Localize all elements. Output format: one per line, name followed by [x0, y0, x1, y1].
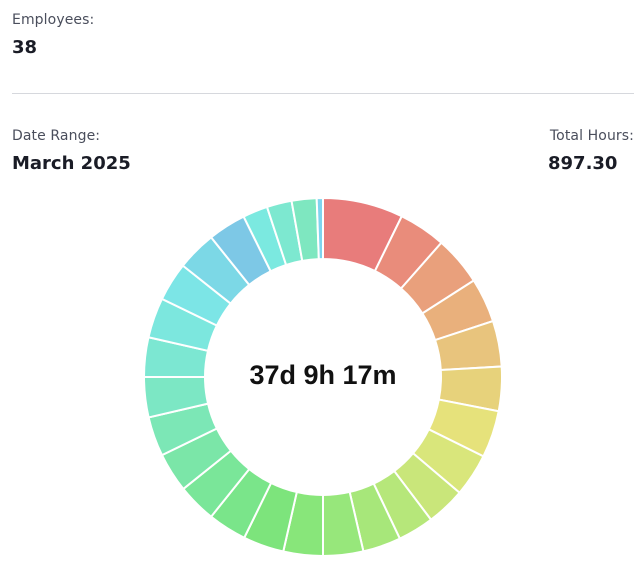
donut-slice-28[interactable] — [315, 196, 324, 261]
donut-slices — [142, 196, 503, 558]
date-range-value: March 2025 — [12, 153, 131, 174]
total-hours-label: Total Hours: — [549, 128, 634, 144]
donut-center-label: 37d 9h 17m — [249, 360, 396, 390]
employees-label: Employees: — [12, 12, 95, 28]
date-range-label: Date Range: — [12, 128, 101, 144]
divider — [12, 93, 634, 94]
total-hours-value: 897.30 — [548, 153, 618, 174]
employees-value: 38 — [12, 37, 38, 58]
